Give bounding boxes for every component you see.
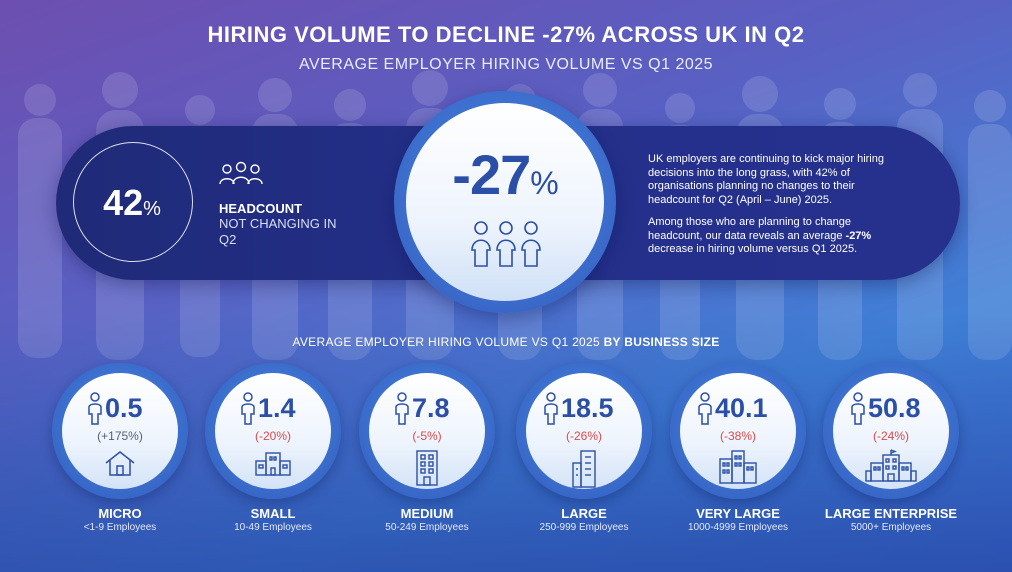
size-employees: 50-249 Employees: [385, 522, 469, 533]
size-value: 18.5: [561, 393, 614, 423]
size-name: MICRO: [98, 506, 142, 521]
size-name: LARGE: [561, 506, 607, 521]
section-heading-bold: BY BUSINESS SIZE: [603, 335, 720, 349]
description-p2-highlight: -27%: [845, 229, 872, 242]
description-p2-after: decrease in hiring volume versus Q1 2025…: [648, 243, 858, 255]
person-icon: [697, 392, 713, 431]
size-name: VERY LARGE: [696, 506, 780, 521]
size-value: 0.5: [105, 393, 143, 423]
size-circle-inner: [215, 373, 331, 489]
size-value: 7.8: [412, 393, 450, 423]
description-paragraph-1: UK employers are continuing to kick majo…: [648, 153, 884, 206]
size-change: (-24%): [872, 429, 909, 443]
headline-stat: -27%: [406, 142, 604, 207]
enterprise-campus-icon: [865, 449, 917, 488]
size-employees: 5000+ Employees: [850, 522, 932, 533]
size-circle-inner: [526, 373, 642, 489]
headcount-label: HEADCOUNT: [219, 201, 303, 216]
size-circle-inner: [680, 373, 796, 489]
page-title: HIRING VOLUME TO DECLINE -27% ACROSS UK …: [207, 22, 805, 47]
person-icon: [240, 392, 256, 431]
size-card-large-enterprise: 50.8 (-24%) LARGE ENTERPRISE 5000+ Employee…: [816, 363, 966, 563]
section-heading: AVERAGE EMPLOYER HIRING VOLUME VS Q1 202…: [0, 335, 1012, 349]
people-group-icon: [219, 161, 263, 185]
headline-percent-sign: %: [530, 165, 558, 201]
size-value: 1.4: [258, 393, 296, 423]
page-subtitle: AVERAGE EMPLOYER HIRING VOLUME VS Q1 202…: [298, 56, 714, 73]
size-change: (-38%): [719, 429, 756, 443]
size-card-micro: 0.5 (+175%) MICRO <1-9 Employees: [45, 363, 195, 563]
person-icon: [850, 392, 866, 431]
person-icon: [394, 392, 410, 431]
headcount-stat: 42%: [73, 182, 191, 224]
size-employees: <1-9 Employees: [83, 522, 157, 533]
tall-building-icon: [414, 449, 440, 492]
person-icon: [87, 392, 103, 431]
size-value: 50.8: [868, 393, 921, 423]
city-buildings-icon: [718, 449, 758, 490]
description-text: UK employers are continuing to kick majo…: [648, 153, 898, 266]
office-tower-icon: [570, 449, 598, 494]
size-circle-inner: [833, 373, 949, 489]
headcount-value: 42: [103, 182, 144, 223]
size-card-medium: 7.8 (-5%) MEDIUM 50-249 Employees: [352, 363, 502, 563]
size-card-very-large: 40.1 (-38%) VERY LARGE 1000-4999 Employees: [663, 363, 813, 563]
size-card-small: 1.4 (-20%) SMALL 10-49 Employees: [198, 363, 348, 563]
size-employees: 10-49 Employees: [234, 522, 312, 533]
house-icon: [103, 449, 137, 482]
size-name: MEDIUM: [400, 506, 454, 521]
size-change: (-5%): [412, 429, 442, 443]
description-paragraph-2: Among those who are planning to change h…: [648, 216, 898, 257]
headcount-ring: [73, 142, 193, 262]
size-circle-inner: [369, 373, 485, 489]
small-building-icon: [254, 449, 292, 482]
headline-circle-inner: [406, 103, 604, 301]
headline-value: -27: [452, 143, 531, 206]
headcount-sublabel: NOT CHANGING IN Q2: [219, 216, 337, 247]
person-icon: [543, 392, 559, 431]
headcount-percent-sign: %: [143, 198, 161, 220]
size-card-large: 18.5 (-26%) LARGE 250-999 Employees: [509, 363, 659, 563]
description-p2-before: Among those who are planning to change h…: [648, 216, 852, 242]
size-employees: 250-999 Employees: [539, 522, 629, 533]
size-employees: 1000-4999 Employees: [687, 522, 789, 533]
size-change: (-20%): [254, 429, 291, 443]
size-value: 40.1: [715, 393, 768, 423]
size-name: SMALL: [250, 506, 296, 521]
size-circle-inner: [62, 373, 178, 489]
size-change: (-26%): [565, 429, 602, 443]
size-change: (+175%): [97, 429, 143, 443]
size-name: LARGE ENTERPRISE: [824, 506, 958, 521]
section-heading-text: AVERAGE EMPLOYER HIRING VOLUME VS Q1 202…: [292, 335, 604, 349]
three-people-icon: [471, 221, 541, 267]
